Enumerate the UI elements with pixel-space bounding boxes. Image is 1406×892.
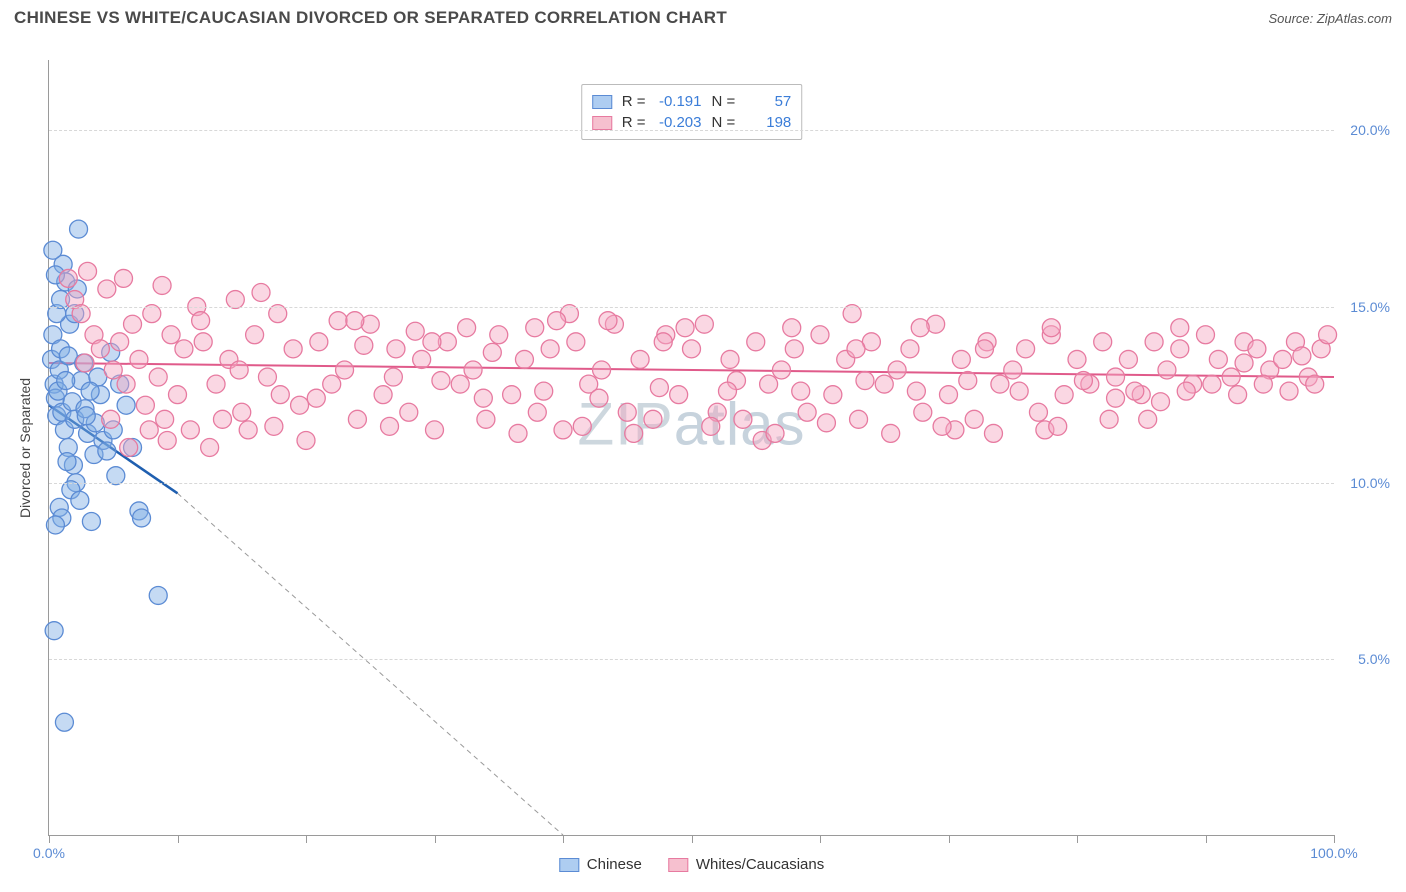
y-tick-label: 10.0% — [1340, 475, 1390, 491]
x-tick — [1077, 835, 1078, 843]
y-axis-label: Divorced or Separated — [17, 377, 33, 517]
bottom-legend-label-chinese: Chinese — [587, 856, 642, 873]
x-tick — [820, 835, 821, 843]
bottom-legend-label-whites: Whites/Caucasians — [696, 856, 824, 873]
grid-line — [49, 483, 1334, 484]
x-tick — [435, 835, 436, 843]
n-value-chinese: 57 — [743, 91, 791, 112]
source-prefix: Source: — [1268, 11, 1316, 26]
bottom-legend-whites: Whites/Caucasians — [668, 856, 824, 873]
chart-container: Divorced or Separated ZIPatlas R = -0.19… — [14, 42, 1392, 878]
x-tick — [178, 835, 179, 843]
n-label: N = — [712, 91, 736, 112]
legend-stats-row-chinese: R = -0.191 N = 57 — [592, 91, 792, 112]
x-tick — [692, 835, 693, 843]
scatter-svg — [49, 60, 1334, 835]
x-tick-label-min: 0.0% — [33, 845, 65, 861]
x-tick — [306, 835, 307, 843]
legend-stats-box: R = -0.191 N = 57 R = -0.203 N = 198 — [581, 84, 803, 140]
bottom-legend: Chinese Whites/Caucasians — [559, 856, 824, 873]
watermark: ZIPatlas — [577, 390, 805, 459]
y-tick-label: 15.0% — [1340, 299, 1390, 315]
x-tick — [949, 835, 950, 843]
r-label: R = — [622, 91, 646, 112]
x-tick — [49, 835, 50, 843]
plot-area: Divorced or Separated ZIPatlas R = -0.19… — [48, 60, 1334, 836]
y-tick-label: 20.0% — [1340, 122, 1390, 138]
legend-swatch-chinese — [592, 95, 612, 109]
r-value-chinese: -0.191 — [654, 91, 702, 112]
x-tick-label-max: 100.0% — [1310, 845, 1357, 861]
source-attribution: Source: ZipAtlas.com — [1268, 11, 1392, 26]
x-tick — [1334, 835, 1335, 843]
chart-title: CHINESE VS WHITE/CAUCASIAN DIVORCED OR S… — [14, 8, 727, 28]
legend-swatch-whites — [592, 116, 612, 130]
grid-line — [49, 307, 1334, 308]
bottom-legend-chinese: Chinese — [559, 856, 642, 873]
grid-line — [49, 130, 1334, 131]
bottom-swatch-whites — [668, 858, 688, 872]
source-name: ZipAtlas.com — [1317, 11, 1392, 26]
y-tick-label: 5.0% — [1340, 651, 1390, 667]
grid-line — [49, 659, 1334, 660]
x-tick — [563, 835, 564, 843]
x-tick — [1206, 835, 1207, 843]
bottom-swatch-chinese — [559, 858, 579, 872]
